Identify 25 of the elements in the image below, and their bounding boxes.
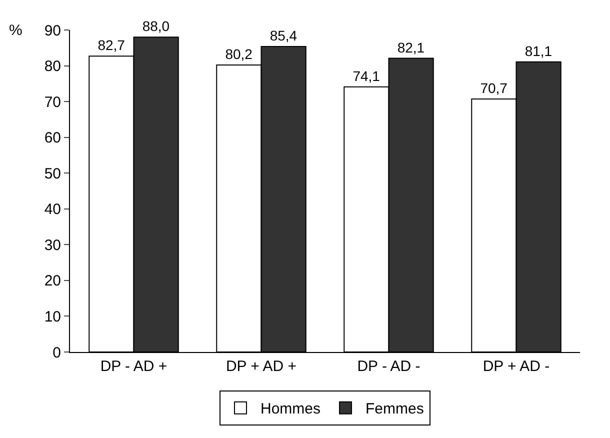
data-label: 88,0 — [142, 18, 170, 34]
y-axis-title: % — [9, 22, 22, 39]
x-tick-label: DP - AD + — [100, 358, 168, 375]
y-tick-label: 10 — [44, 308, 61, 326]
x-tick-label: DP - AD - — [357, 358, 420, 375]
y-tick-label: 20 — [44, 272, 61, 290]
x-tick-label: DP + AD + — [226, 358, 297, 375]
data-label: 80,2 — [225, 46, 253, 62]
y-tick-label: 40 — [44, 201, 61, 218]
legend-label: Hommes — [260, 400, 321, 418]
y-tick-label: 60 — [44, 130, 61, 147]
legend-label: Femmes — [366, 400, 424, 418]
y-tick-label: 70 — [44, 94, 61, 111]
data-label: 82,7 — [98, 37, 126, 54]
data-label: 70,7 — [480, 80, 508, 96]
y-tick-label: 80 — [44, 58, 61, 76]
data-label: 81,1 — [524, 42, 552, 59]
x-tick-label: DP + AD - — [482, 358, 550, 375]
y-tick-label: 0 — [52, 344, 61, 362]
y-tick-label: 90 — [44, 22, 61, 40]
data-label: 85,4 — [270, 27, 298, 44]
y-tick-label: 50 — [44, 165, 61, 182]
y-tick-label: 30 — [44, 236, 61, 254]
data-label: 82,1 — [397, 39, 425, 56]
data-label: 74,1 — [352, 68, 380, 84]
